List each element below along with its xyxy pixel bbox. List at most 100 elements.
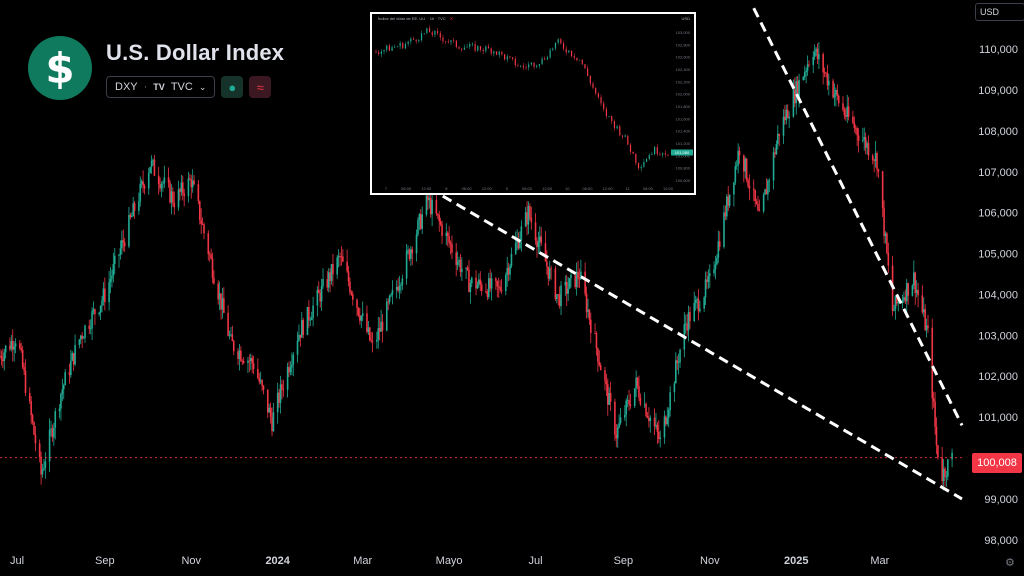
inset-candle-body — [552, 48, 554, 50]
candle-body — [326, 279, 329, 288]
inset-x-tick-label: 06:00 — [582, 186, 593, 191]
close-icon[interactable]: ✕ — [449, 16, 454, 21]
y-tick-label: 107,000 — [978, 167, 1018, 179]
candle-body — [122, 240, 125, 243]
candle-body — [237, 351, 239, 359]
y-tick-label: 101,000 — [978, 412, 1018, 424]
candle-body — [459, 259, 462, 272]
candle-body — [794, 89, 796, 104]
inset-candle-body — [560, 39, 562, 44]
candle-body — [826, 73, 829, 86]
candle-body — [455, 252, 458, 265]
candle-body — [308, 307, 310, 321]
inset-candle-body — [453, 40, 455, 41]
candle-body — [914, 272, 917, 294]
candle-body — [44, 461, 47, 469]
currency-selector[interactable]: USD — [975, 3, 1024, 21]
candle-body — [167, 177, 170, 183]
candle-body — [84, 325, 86, 338]
candle-body — [470, 277, 473, 284]
candle-body — [346, 261, 348, 272]
inset-candle-body — [391, 47, 393, 51]
inset-candle-body — [506, 56, 508, 60]
candle-body — [359, 315, 361, 321]
candle-body — [218, 293, 221, 300]
inset-candle-body — [546, 57, 549, 60]
candle-body — [828, 80, 830, 86]
candle-body — [351, 294, 354, 300]
candle-body — [336, 257, 338, 275]
candle-body — [648, 417, 650, 422]
candle-body — [595, 333, 598, 349]
candle-body — [894, 296, 897, 310]
candle-body — [159, 184, 161, 189]
candle-body — [31, 415, 34, 423]
candle-body — [160, 184, 163, 189]
candle-body — [924, 309, 926, 331]
candle-body — [707, 275, 710, 282]
candle-body — [108, 282, 110, 303]
inset-candle-body — [554, 42, 557, 49]
x-tick-label: Nov — [181, 555, 201, 567]
candle-body — [33, 422, 35, 435]
candle-body — [468, 269, 470, 293]
candle-body — [485, 291, 487, 292]
candle-body — [896, 296, 898, 304]
inset-candle-body — [651, 154, 653, 155]
market-status-icon[interactable]: ● — [221, 76, 244, 98]
candle-body — [60, 393, 62, 409]
candle-body — [548, 268, 551, 279]
candle-body — [931, 327, 934, 399]
inset-candle-body — [654, 146, 656, 155]
inset-candle-body — [643, 162, 645, 167]
candle-body — [58, 408, 61, 412]
inset-y-tick-label: 101,000 — [676, 153, 691, 158]
candle-body — [367, 327, 370, 332]
candle-body — [846, 106, 849, 117]
candle-body — [762, 194, 765, 212]
compare-icon[interactable]: ≈ — [249, 76, 272, 98]
candle-body — [23, 367, 25, 371]
candle-body — [322, 279, 324, 287]
candle-body — [947, 459, 949, 477]
candle-body — [703, 297, 705, 309]
candle-body — [486, 291, 489, 297]
candle-body — [71, 353, 74, 361]
candle-body — [795, 81, 798, 104]
candle-body — [717, 241, 720, 259]
candle-body — [748, 185, 751, 189]
inset-candle-body — [442, 37, 444, 42]
candle-body — [458, 259, 460, 262]
candle-body — [211, 258, 214, 278]
candle-body — [495, 278, 497, 282]
candle-body — [538, 236, 541, 242]
candle-body — [342, 256, 344, 262]
candle-body — [181, 182, 184, 194]
candle-body — [867, 143, 870, 156]
candle-body — [904, 297, 907, 302]
inset-candle-body — [530, 62, 532, 65]
candle-body — [193, 180, 195, 185]
inset-candle-body — [471, 43, 474, 45]
candle-body — [487, 278, 490, 297]
candle-body — [300, 320, 303, 338]
candle-body — [419, 214, 422, 229]
inset-candle-body — [632, 151, 634, 154]
inset-candle-body — [595, 87, 597, 94]
inset-candle-body — [495, 51, 498, 55]
candle-body — [99, 305, 102, 313]
candle-body — [871, 155, 874, 161]
candle-body — [806, 64, 809, 71]
candle-body — [510, 253, 513, 266]
candle-body — [706, 279, 708, 282]
gear-icon[interactable]: ⚙ — [1005, 557, 1015, 569]
candle-body — [673, 383, 676, 393]
candle-body — [54, 411, 57, 428]
candle-body — [544, 243, 547, 262]
inset-candle-body — [573, 56, 575, 58]
candle-body — [628, 400, 630, 405]
candle-body — [529, 206, 531, 218]
y-tick-label: 102,000 — [978, 371, 1018, 383]
symbol-selector[interactable]: DXY · TV TVC ⌄ — [106, 76, 216, 98]
